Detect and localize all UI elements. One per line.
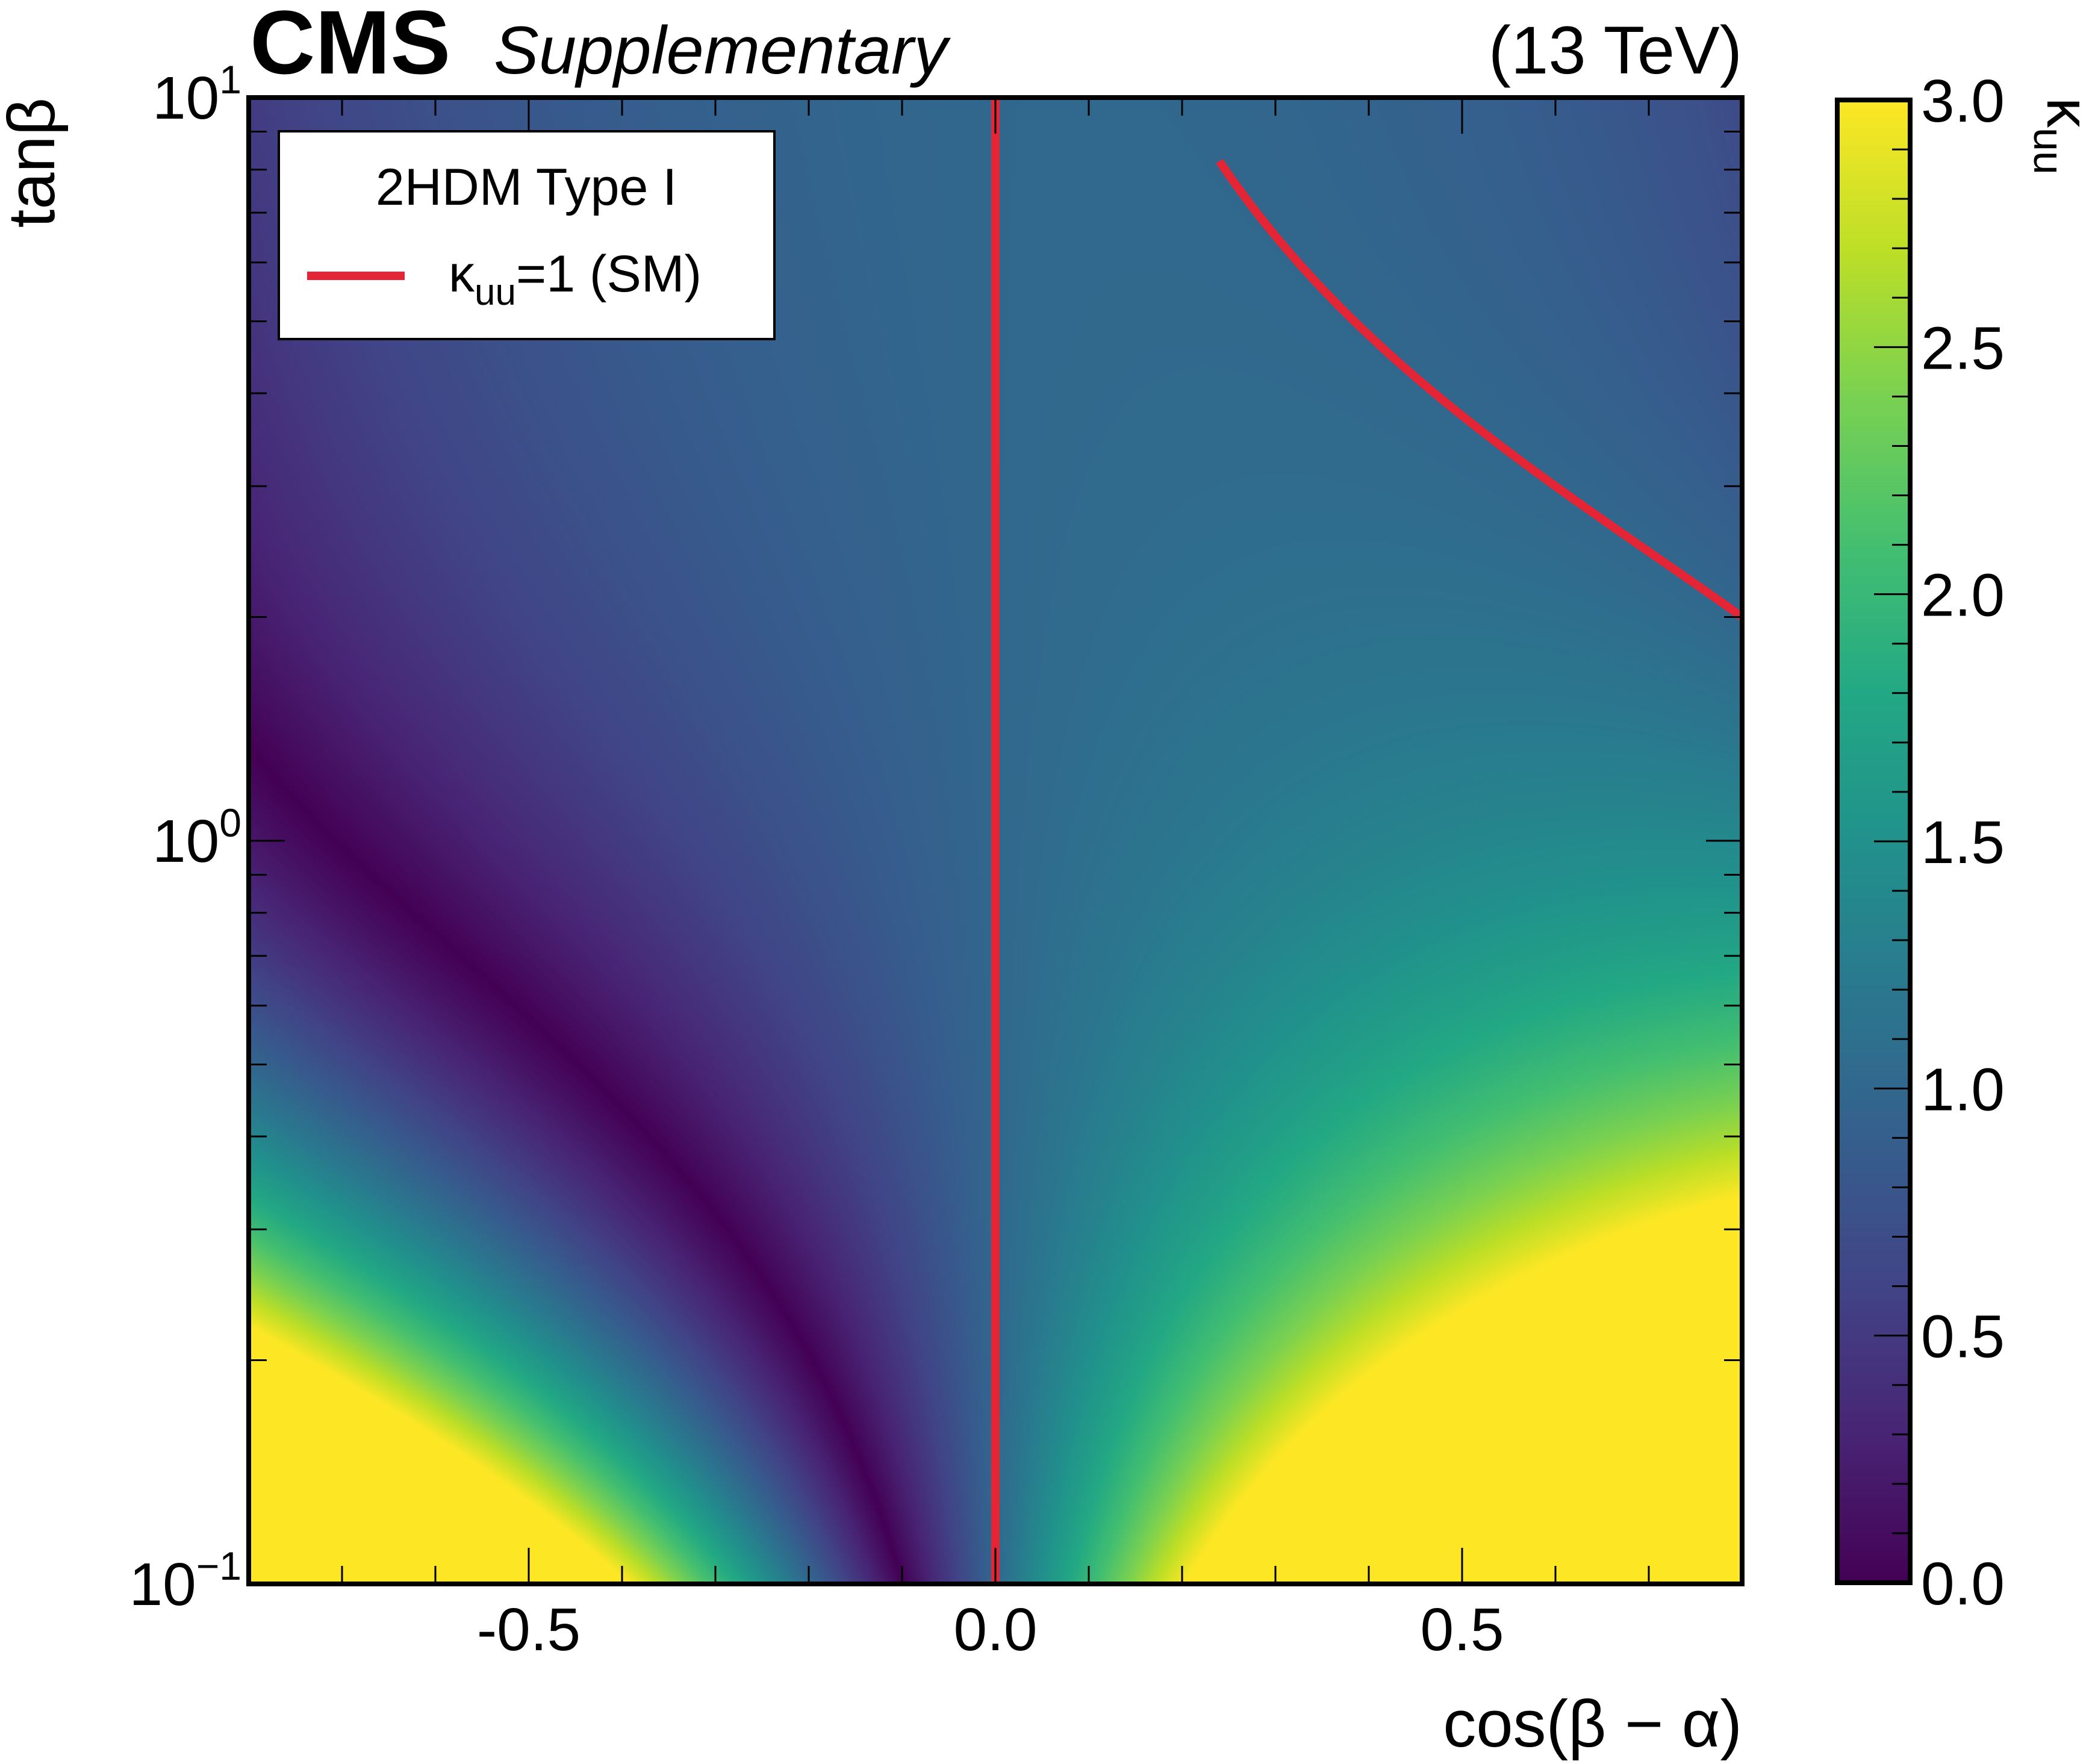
- x-tick-label: 0.0: [953, 1596, 1037, 1663]
- colorbar-tick-label: 0.0: [1921, 1550, 2005, 1618]
- colorbar-title-kappa: κ: [2034, 98, 2095, 128]
- colorbar-tick-label: 1.0: [1921, 1056, 2005, 1123]
- y-tick-label: 101: [152, 57, 241, 132]
- colorbar-tick-labels: 0.0 0.5 1.0 1.5 2.0 2.5 3.0: [1921, 67, 2005, 1618]
- colorbar: 0.0 0.5 1.0 1.5 2.0 2.5 3.0 κuu: [1835, 67, 2095, 1618]
- legend-title: 2HDM Type I: [376, 158, 677, 216]
- legend: 2HDM Type I κuu=1 (SM): [278, 130, 776, 340]
- y-tick-label-base: 10: [129, 1551, 196, 1618]
- y-tick-label-exponent: 1: [219, 57, 241, 102]
- y-tick-label-exponent: −1: [196, 1544, 241, 1588]
- legend-kappa-sub: uu: [475, 272, 516, 313]
- legend-kappa: κ: [449, 245, 475, 303]
- y-tick-label-base: 10: [152, 808, 219, 875]
- colorbar-title: κuu: [2025, 98, 2095, 175]
- y-tick-label-exponent: 0: [219, 800, 241, 845]
- colorbar-tick-label: 1.5: [1921, 809, 2005, 876]
- legend-box: [278, 130, 776, 340]
- y-tick-label: 10−1: [129, 1544, 241, 1618]
- colorbar-tick-label: 2.0: [1921, 562, 2005, 629]
- x-tick-label: 0.5: [1420, 1596, 1504, 1663]
- colorbar-tick-label: 3.0: [1921, 67, 2005, 135]
- plot-frame: [246, 95, 1745, 1586]
- energy-label: (13 TeV): [1489, 13, 1742, 88]
- colorbar-title-sub: uu: [2025, 128, 2072, 175]
- y-tick-label: 100: [152, 800, 241, 875]
- legend-contour-label: κuu=1 (SM): [449, 245, 702, 313]
- contour-line-right: [1216, 158, 1742, 621]
- y-axis-title: tanβ: [0, 98, 69, 228]
- contour-lines: [991, 98, 1742, 1584]
- legend-kappa-rest: =1 (SM): [516, 245, 702, 303]
- x-axis-title: cos(β − α): [1443, 1687, 1742, 1761]
- x-tick-labels: -0.5 0.0 0.5: [477, 1596, 1504, 1663]
- plot-area: [246, 95, 1745, 1586]
- colorbar-ticks: [1874, 99, 1910, 1584]
- y-tick-label-base: 10: [152, 64, 219, 132]
- colorbar-tick-label: 2.5: [1921, 314, 2005, 382]
- cms-label: CMS: [250, 0, 450, 93]
- colorbar-tick-label: 0.5: [1921, 1303, 2005, 1371]
- colorbar-frame: [1835, 98, 1913, 1585]
- x-tick-label: -0.5: [477, 1596, 581, 1663]
- supplementary-label: Supplementary: [494, 13, 951, 88]
